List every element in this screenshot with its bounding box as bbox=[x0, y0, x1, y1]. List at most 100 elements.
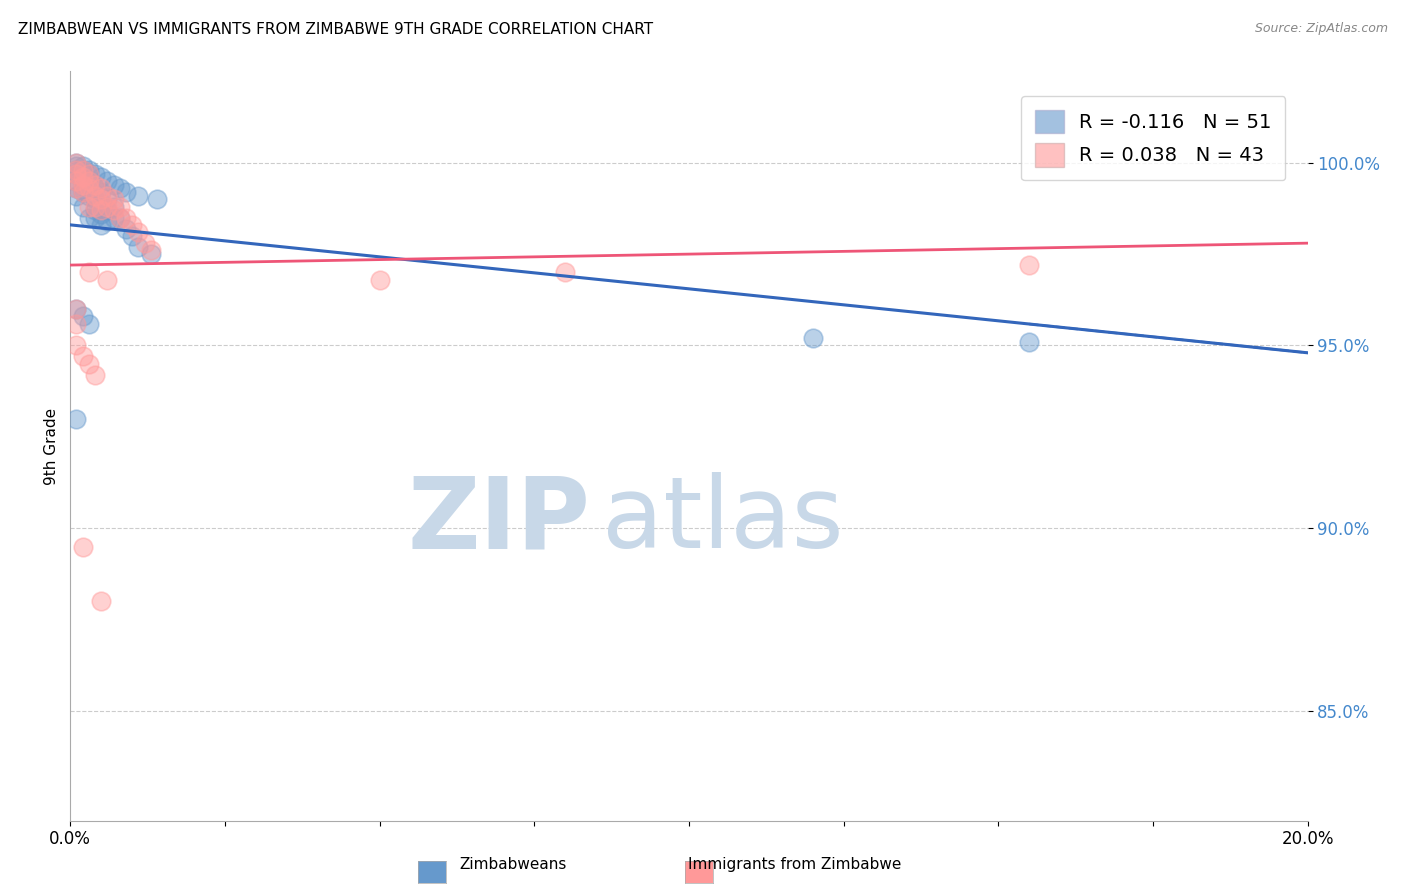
Point bbox=[72, 310, 94, 324]
Point bbox=[108, 211, 131, 225]
Point bbox=[90, 218, 112, 232]
Point bbox=[139, 247, 162, 261]
Point bbox=[65, 181, 87, 195]
Point bbox=[96, 200, 118, 214]
Point bbox=[77, 174, 100, 188]
Point bbox=[65, 167, 87, 181]
Point bbox=[103, 200, 125, 214]
Point bbox=[77, 317, 100, 331]
Legend: R = -0.116   N = 51, R = 0.038   N = 43: R = -0.116 N = 51, R = 0.038 N = 43 bbox=[1021, 96, 1285, 180]
Point bbox=[84, 167, 107, 181]
Point bbox=[84, 178, 107, 192]
Point bbox=[90, 170, 112, 185]
Point bbox=[90, 203, 112, 218]
Point bbox=[84, 181, 107, 195]
Point bbox=[77, 181, 100, 195]
Point bbox=[801, 331, 824, 345]
Point bbox=[65, 411, 87, 425]
Point bbox=[65, 155, 87, 169]
Point bbox=[77, 265, 100, 279]
Point bbox=[90, 594, 112, 608]
Point bbox=[103, 211, 125, 225]
Point bbox=[84, 200, 107, 214]
Point bbox=[90, 207, 112, 221]
Point bbox=[115, 211, 138, 225]
Point bbox=[103, 203, 125, 218]
Point bbox=[77, 163, 100, 178]
Point bbox=[84, 188, 107, 202]
Point bbox=[90, 185, 112, 199]
Point bbox=[77, 211, 100, 225]
Point bbox=[84, 192, 107, 206]
Point bbox=[96, 174, 118, 188]
Text: ZIMBABWEAN VS IMMIGRANTS FROM ZIMBABWE 9TH GRADE CORRELATION CHART: ZIMBABWEAN VS IMMIGRANTS FROM ZIMBABWE 9… bbox=[18, 22, 654, 37]
Point bbox=[121, 218, 143, 232]
Point bbox=[65, 317, 87, 331]
Text: Zimbabweans: Zimbabweans bbox=[460, 857, 567, 872]
Point bbox=[72, 163, 94, 178]
Point bbox=[77, 167, 100, 181]
Point bbox=[90, 196, 112, 211]
Y-axis label: 9th Grade: 9th Grade bbox=[44, 408, 59, 484]
Point bbox=[96, 188, 118, 202]
Point bbox=[65, 181, 87, 195]
Point bbox=[77, 188, 100, 202]
Point bbox=[127, 188, 149, 202]
Point bbox=[108, 211, 131, 225]
Point bbox=[115, 221, 138, 235]
Text: Immigrants from Zimbabwe: Immigrants from Zimbabwe bbox=[688, 857, 901, 872]
Point bbox=[65, 174, 87, 188]
Point bbox=[65, 174, 87, 188]
Point bbox=[1018, 258, 1040, 272]
Point bbox=[146, 192, 169, 206]
Point bbox=[115, 185, 138, 199]
Point bbox=[72, 200, 94, 214]
Point bbox=[103, 192, 125, 206]
Point bbox=[65, 301, 87, 316]
Point bbox=[121, 228, 143, 243]
Point bbox=[72, 178, 94, 192]
Text: atlas: atlas bbox=[602, 473, 844, 569]
Point bbox=[77, 174, 100, 188]
Point bbox=[72, 163, 94, 178]
Point bbox=[72, 350, 94, 364]
Point bbox=[65, 188, 87, 202]
Point bbox=[65, 160, 87, 174]
Point bbox=[84, 211, 107, 225]
Point bbox=[127, 225, 149, 239]
Point bbox=[72, 185, 94, 199]
Point bbox=[65, 301, 87, 316]
Point bbox=[72, 170, 94, 185]
Point bbox=[65, 155, 87, 169]
Point bbox=[96, 203, 118, 218]
Point bbox=[65, 167, 87, 181]
Point bbox=[65, 163, 87, 178]
Point bbox=[127, 240, 149, 254]
Point bbox=[77, 200, 100, 214]
Point bbox=[77, 167, 100, 181]
Point bbox=[96, 214, 118, 228]
Point bbox=[90, 181, 112, 195]
Point bbox=[108, 181, 131, 195]
Point bbox=[72, 185, 94, 199]
Point bbox=[368, 273, 391, 287]
Point bbox=[96, 273, 118, 287]
Point bbox=[1018, 334, 1040, 349]
Point bbox=[134, 236, 156, 251]
Point bbox=[554, 265, 576, 279]
Point bbox=[90, 192, 112, 206]
Point bbox=[139, 244, 162, 258]
Point bbox=[108, 200, 131, 214]
Point bbox=[72, 178, 94, 192]
Point bbox=[77, 357, 100, 371]
Point bbox=[65, 338, 87, 352]
Point bbox=[103, 178, 125, 192]
Point bbox=[65, 163, 87, 178]
Text: Source: ZipAtlas.com: Source: ZipAtlas.com bbox=[1254, 22, 1388, 36]
Text: ZIP: ZIP bbox=[408, 473, 591, 569]
Point bbox=[77, 181, 100, 195]
Point bbox=[84, 368, 107, 382]
Point bbox=[84, 203, 107, 218]
Point bbox=[72, 160, 94, 174]
Point bbox=[96, 192, 118, 206]
